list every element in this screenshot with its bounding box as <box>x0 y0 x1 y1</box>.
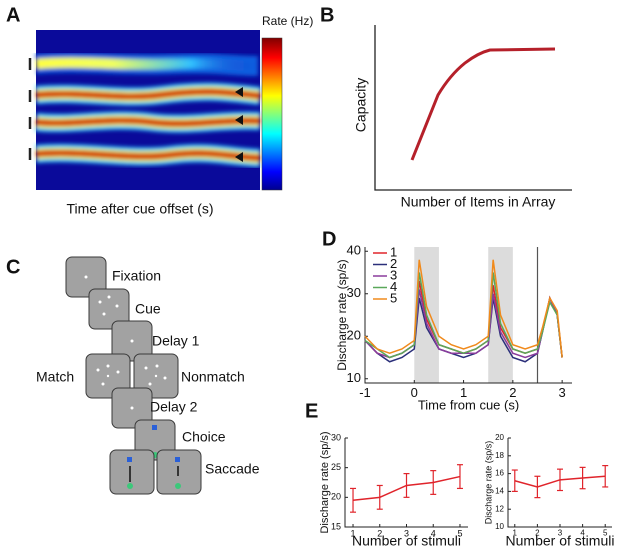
panel-letter: A <box>6 4 20 26</box>
task-label: Cue <box>135 301 161 317</box>
colorbar-label: Rate (Hz) <box>262 14 313 28</box>
legend-label: 2 <box>390 256 397 271</box>
x-tick-label: 1 <box>460 385 467 400</box>
task-label: Saccade <box>205 461 260 477</box>
x-tick-label: 2 <box>509 385 516 400</box>
heatmap <box>28 30 283 191</box>
x-tick-label: 3 <box>558 529 563 538</box>
x-axis-label: Number of stimuli <box>506 533 615 548</box>
legend-label: 4 <box>390 279 397 294</box>
y-tick-label: 16 <box>495 469 504 478</box>
task-label: Fixation <box>112 268 161 284</box>
y-tick-label: 10 <box>347 370 361 385</box>
task-diagram <box>65 256 202 495</box>
x-tick-label: 2 <box>535 529 540 538</box>
data-line <box>364 259 563 358</box>
y-tick-label: 20 <box>495 433 504 442</box>
y-tick-label: 14 <box>495 487 504 496</box>
x-tick-label: 4 <box>431 529 436 539</box>
panel-letter: C <box>6 256 20 278</box>
y-tick-label: 20 <box>331 492 341 502</box>
x-tick-label: 1 <box>351 529 356 539</box>
task-label: Match <box>36 369 74 385</box>
x-tick-label: 3 <box>559 385 566 400</box>
y-axis-label: Discharge rate (sp/s) <box>335 259 349 370</box>
legend-label: 5 <box>390 290 397 305</box>
y-tick-label: 40 <box>347 243 361 258</box>
y-tick-label: 15 <box>331 521 341 531</box>
y-tick-label: 12 <box>495 504 504 513</box>
y-axis-label: Discharge rate (sp/s) <box>319 431 331 533</box>
panel-letter: B <box>320 4 334 26</box>
x-tick-label: 0 <box>411 385 418 400</box>
x-tick-label: -1 <box>359 385 371 400</box>
y-tick-label: 30 <box>331 432 341 442</box>
x-tick-label: 5 <box>603 529 608 538</box>
x-axis-label: Time from cue (s) <box>418 397 519 412</box>
x-axis-label: Number of Items in Array <box>401 194 556 210</box>
x-tick-label: 5 <box>457 529 462 539</box>
y-tick-label: 25 <box>331 462 341 472</box>
task-label: Choice <box>182 429 226 445</box>
legend-label: 1 <box>390 244 397 259</box>
task-label: Delay 2 <box>150 399 198 415</box>
y-tick-label: 30 <box>347 285 361 300</box>
y-axis-label: Discharge rate (sp/s) <box>483 441 493 525</box>
y-tick-label: 18 <box>495 451 504 460</box>
panel-letter: E <box>305 400 318 422</box>
legend-label: 3 <box>390 267 397 282</box>
task-label: Nonmatch <box>181 369 245 385</box>
panel-letter: D <box>322 228 336 250</box>
y-tick-label: 20 <box>347 328 361 343</box>
x-axis-label: Number of stimuli <box>352 533 461 548</box>
y-axis-label: Capacity <box>353 78 369 132</box>
x-tick-label: 3 <box>404 529 409 539</box>
data-line <box>364 272 563 359</box>
x-tick-label: 4 <box>580 529 585 538</box>
task-label: Delay 1 <box>152 333 200 349</box>
x-tick-label: 1 <box>513 529 518 538</box>
schematic-plot <box>374 25 572 191</box>
x-tick-label: 2 <box>377 529 382 539</box>
x-axis-label: Time after cue offset (s) <box>66 201 213 217</box>
y-tick-label: 10 <box>495 522 504 531</box>
